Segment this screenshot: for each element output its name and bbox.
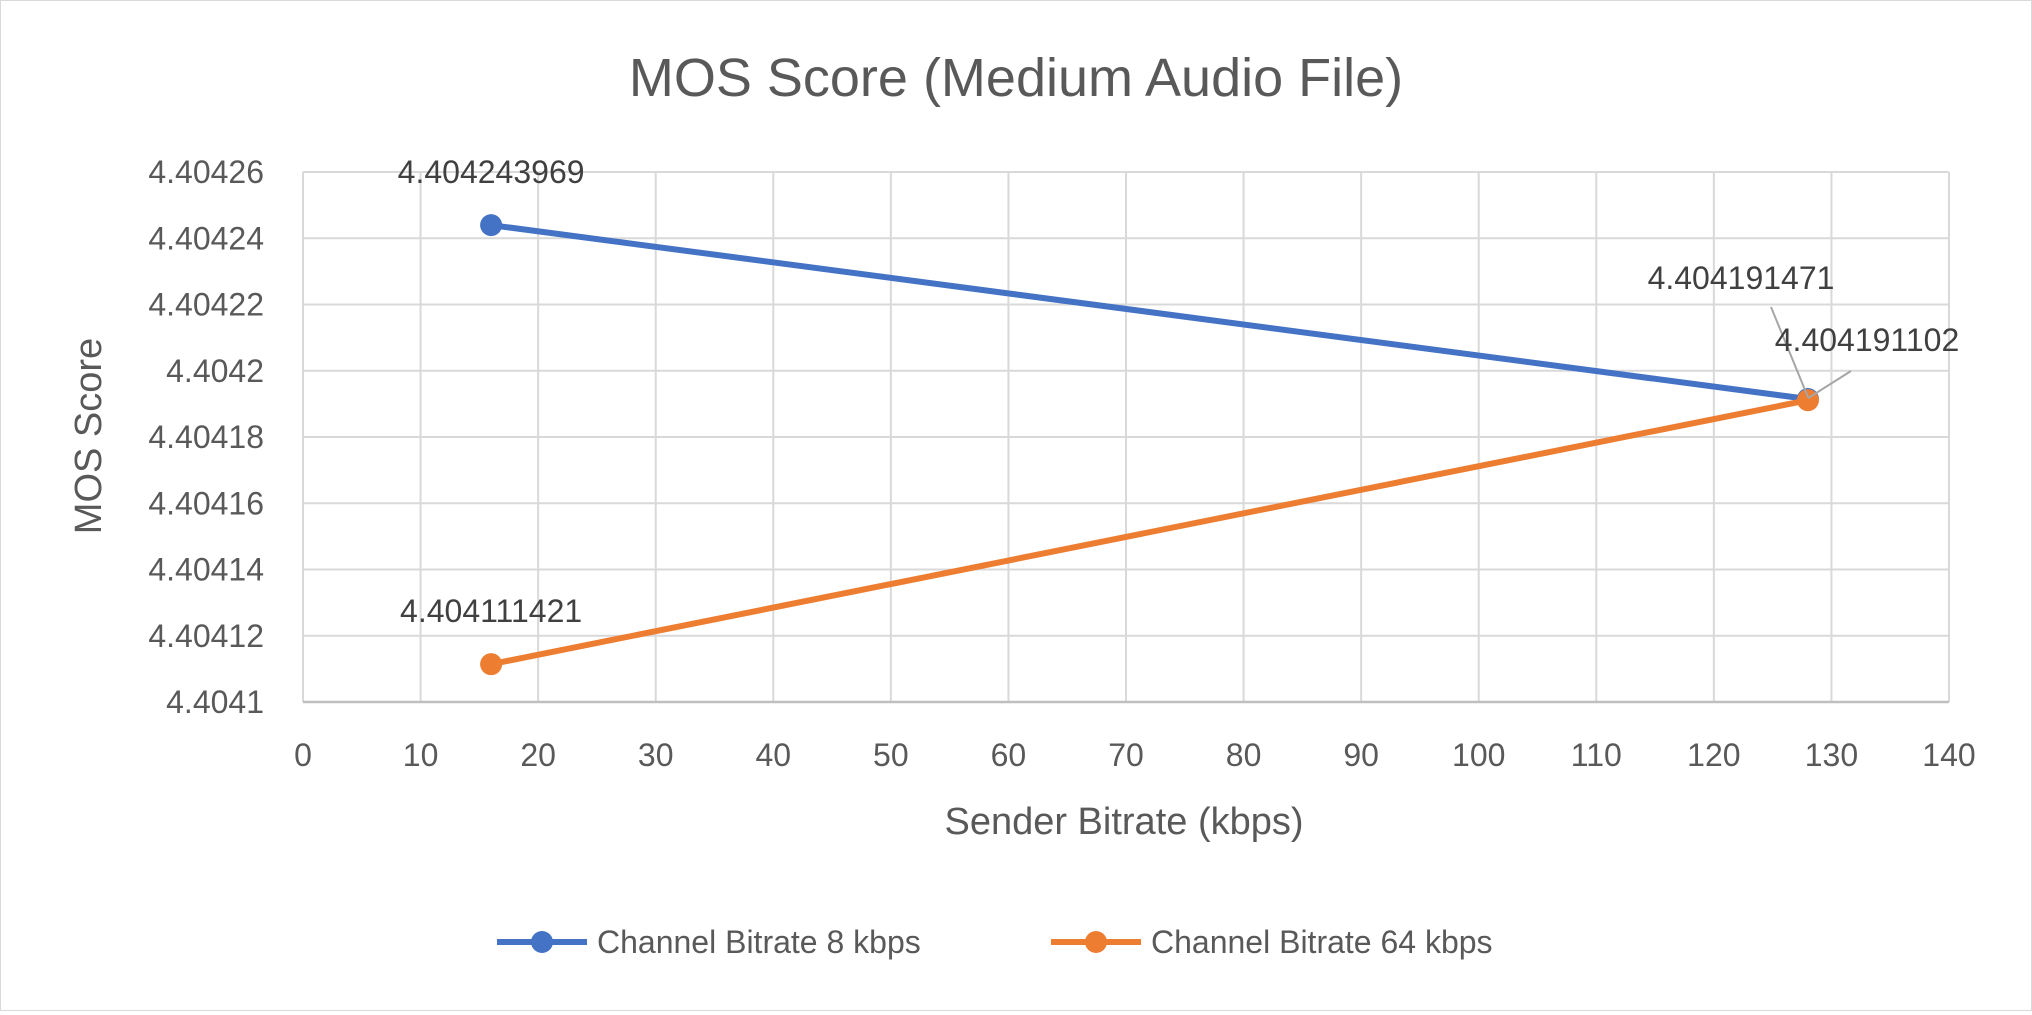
- x-tick-label: 30: [638, 737, 674, 773]
- x-tick-label: 20: [520, 737, 556, 773]
- x-tick-label: 90: [1343, 737, 1379, 773]
- x-tick-label: 120: [1687, 737, 1740, 773]
- gridlines: [302, 171, 1950, 704]
- legend: Channel Bitrate 8 kbps Channel Bitrate 64…: [497, 924, 1493, 960]
- x-axis-ticks: 0 10 20 30 40 50 60 70 80 90 100 110 120 130 140: [294, 737, 1976, 773]
- legend-swatch-marker: [1085, 931, 1107, 953]
- label-leader-line: [1807, 370, 1852, 400]
- x-tick-label: 10: [403, 737, 439, 773]
- x-tick-label: 80: [1226, 737, 1262, 773]
- series-2-point: [480, 653, 503, 676]
- x-tick-label: 60: [991, 737, 1027, 773]
- y-tick-label: 4.4042: [166, 353, 264, 389]
- y-tick-label: 4.40412: [148, 618, 264, 654]
- x-tick-label: 40: [755, 737, 791, 773]
- data-label: 4.404191102: [1775, 322, 1959, 358]
- series-1-point: [480, 214, 503, 237]
- x-tick-label: 140: [1922, 737, 1975, 773]
- x-tick-label: 50: [873, 737, 909, 773]
- y-tick-label: 4.40414: [148, 552, 264, 588]
- data-labels: 4.404243969 4.404191471 4.404111421 4.40419…: [398, 154, 1960, 629]
- y-axis-ticks: 4.4041 4.40412 4.40414 4.40416 4.40418 4.4042…: [148, 154, 264, 720]
- y-tick-label: 4.40416: [148, 485, 264, 521]
- chart-title: MOS Score (Medium Audio File): [629, 48, 1403, 108]
- legend-swatch-marker: [531, 931, 553, 953]
- legend-label: Channel Bitrate 64 kbps: [1151, 924, 1493, 960]
- y-tick-label: 4.40426: [148, 154, 264, 190]
- x-tick-label: 110: [1571, 737, 1622, 773]
- label-leader-line: [1770, 306, 1809, 398]
- y-tick-label: 4.4041: [166, 684, 264, 720]
- y-tick-label: 4.40418: [148, 419, 264, 455]
- x-axis-title: Sender Bitrate (kbps): [944, 801, 1303, 843]
- series-line-1: [488, 222, 1811, 403]
- x-tick-label: 100: [1452, 737, 1505, 773]
- x-tick-label: 0: [294, 737, 312, 773]
- series-line-2: [488, 397, 1811, 668]
- y-tick-label: 4.40424: [148, 220, 264, 256]
- y-axis-title: MOS Score: [68, 338, 110, 534]
- data-label: 4.404191471: [1648, 260, 1835, 296]
- y-tick-label: 4.40422: [148, 287, 264, 323]
- data-label: 4.404243969: [398, 154, 585, 190]
- series-layer: [480, 214, 1819, 676]
- legend-label: Channel Bitrate 8 kbps: [597, 924, 921, 960]
- label-leaders: [1770, 306, 1852, 400]
- data-label: 4.404111421: [400, 593, 582, 629]
- x-tick-label: 130: [1805, 737, 1858, 773]
- x-tick-label: 70: [1108, 737, 1144, 773]
